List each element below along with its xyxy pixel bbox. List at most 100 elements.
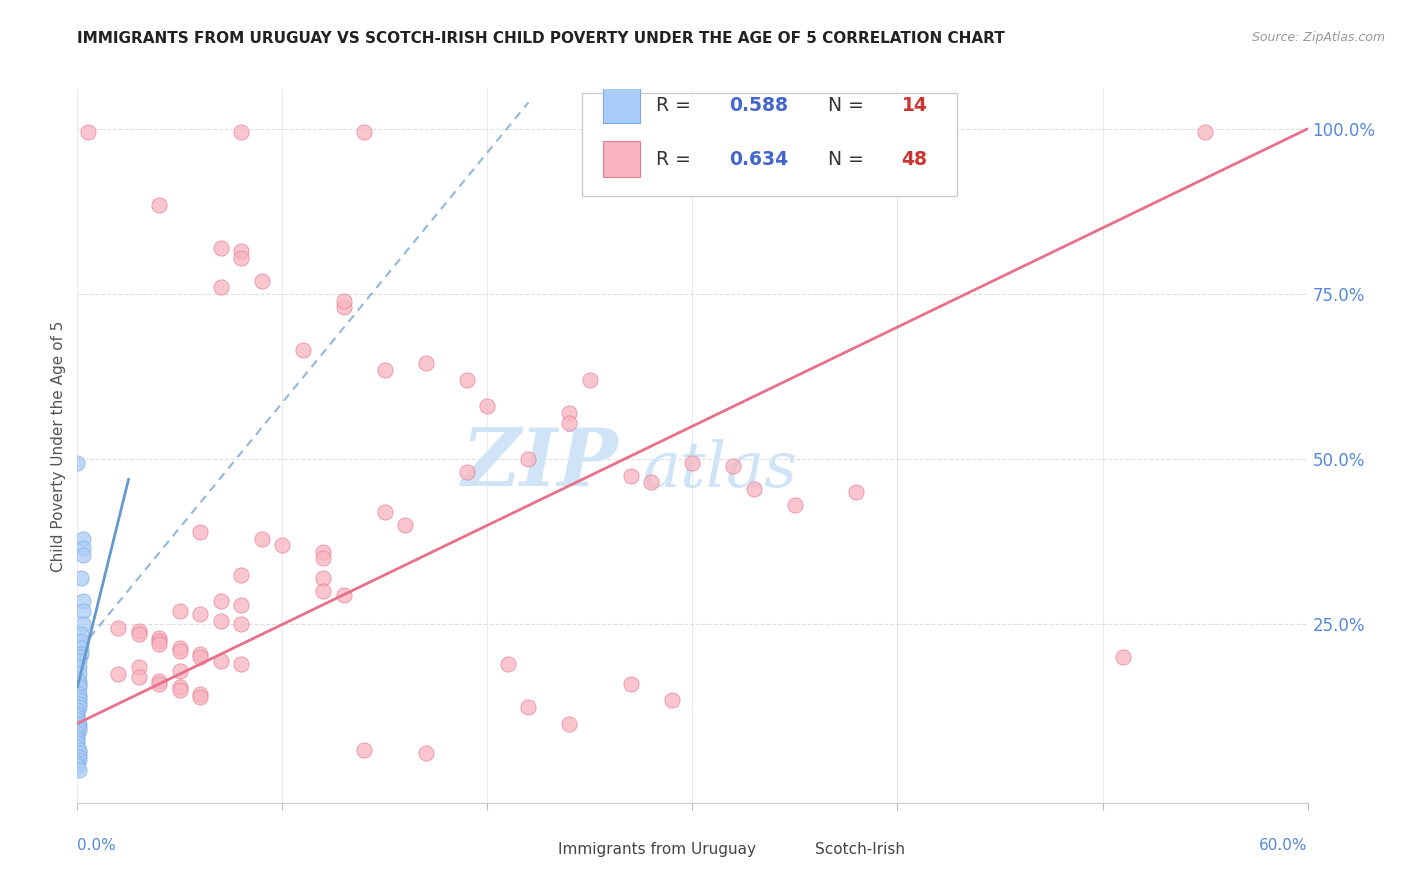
Point [67, 749, 90, 764]
Point [169, 664, 191, 678]
Text: R =: R = [655, 150, 696, 169]
Point [620, 468, 643, 483]
Point [148, 637, 170, 651]
Point [128, 624, 150, 638]
FancyBboxPatch shape [772, 837, 807, 863]
Point [70, 640, 93, 655]
Text: 60.0%: 60.0% [1260, 838, 1308, 853]
Point [374, 505, 396, 519]
Point [231, 244, 253, 258]
Point [72, 548, 94, 562]
Point [67, 753, 90, 767]
Point [67, 677, 90, 691]
Point [72, 541, 94, 556]
Y-axis label: Child Poverty Under the Age of 5: Child Poverty Under the Age of 5 [51, 320, 66, 572]
Text: IMMIGRANTS FROM URUGUAY VS SCOTCH-IRISH CHILD POVERTY UNDER THE AGE OF 5 CORRELA: IMMIGRANTS FROM URUGUAY VS SCOTCH-IRISH … [77, 31, 1005, 46]
Point [67, 720, 90, 734]
Text: Source: ZipAtlas.com: Source: ZipAtlas.com [1251, 31, 1385, 45]
Point [67, 746, 90, 760]
Point [188, 607, 212, 622]
Point [558, 416, 581, 430]
Point [312, 545, 335, 559]
Point [128, 670, 150, 684]
Point [169, 644, 191, 658]
Point [558, 406, 581, 420]
Point [67, 650, 90, 665]
FancyBboxPatch shape [582, 93, 957, 196]
Point [209, 654, 232, 668]
Point [67, 723, 90, 738]
Point [312, 551, 335, 566]
Point [231, 567, 253, 582]
Point [66, 733, 89, 747]
Text: 0.588: 0.588 [730, 96, 789, 115]
Point [128, 627, 150, 641]
Point [67, 687, 90, 701]
Point [783, 499, 806, 513]
Point [72, 617, 94, 632]
Point [70, 647, 93, 661]
Point [661, 693, 683, 707]
Point [169, 640, 191, 655]
Point [148, 631, 170, 645]
Point [70, 627, 93, 641]
Point [67, 700, 90, 714]
Point [169, 683, 191, 698]
Point [148, 673, 170, 688]
Point [66, 739, 89, 754]
Point [209, 280, 232, 294]
Text: R =: R = [655, 96, 696, 115]
Point [148, 198, 170, 212]
Point [517, 452, 540, 467]
Point [67, 763, 90, 777]
Point [169, 680, 191, 694]
Point [209, 614, 232, 628]
Point [66, 710, 89, 724]
Point [231, 125, 253, 139]
FancyBboxPatch shape [603, 141, 640, 177]
Point [333, 588, 356, 602]
Point [107, 621, 129, 635]
Point [1112, 650, 1135, 665]
Point [1194, 125, 1216, 139]
Point [67, 680, 90, 694]
Point [66, 736, 89, 750]
Point [312, 571, 335, 585]
FancyBboxPatch shape [515, 837, 548, 863]
Point [374, 363, 396, 377]
Text: ZIP: ZIP [461, 425, 619, 502]
Text: Immigrants from Uruguay: Immigrants from Uruguay [558, 842, 756, 857]
Text: 14: 14 [901, 96, 928, 115]
Point [496, 657, 519, 671]
Point [72, 604, 94, 618]
Point [353, 125, 375, 139]
Point [67, 697, 90, 711]
Point [67, 716, 90, 731]
Point [67, 667, 90, 681]
Point [66, 713, 89, 727]
Point [353, 743, 375, 757]
Point [66, 759, 89, 773]
FancyBboxPatch shape [603, 87, 640, 123]
Point [333, 300, 356, 314]
Point [742, 482, 765, 496]
Text: atlas: atlas [644, 439, 799, 500]
Point [66, 706, 89, 721]
Point [67, 654, 90, 668]
Point [188, 647, 212, 661]
Point [66, 703, 89, 717]
Text: N =: N = [828, 96, 870, 115]
Point [67, 690, 90, 704]
Point [67, 743, 90, 757]
Point [723, 458, 745, 473]
Text: 48: 48 [901, 150, 928, 169]
Text: 0.634: 0.634 [730, 150, 789, 169]
Point [67, 660, 90, 674]
Point [250, 274, 273, 288]
Point [72, 594, 94, 608]
Point [169, 604, 191, 618]
Text: N =: N = [828, 150, 870, 169]
Point [66, 730, 89, 744]
Point [456, 466, 478, 480]
Point [67, 693, 90, 707]
